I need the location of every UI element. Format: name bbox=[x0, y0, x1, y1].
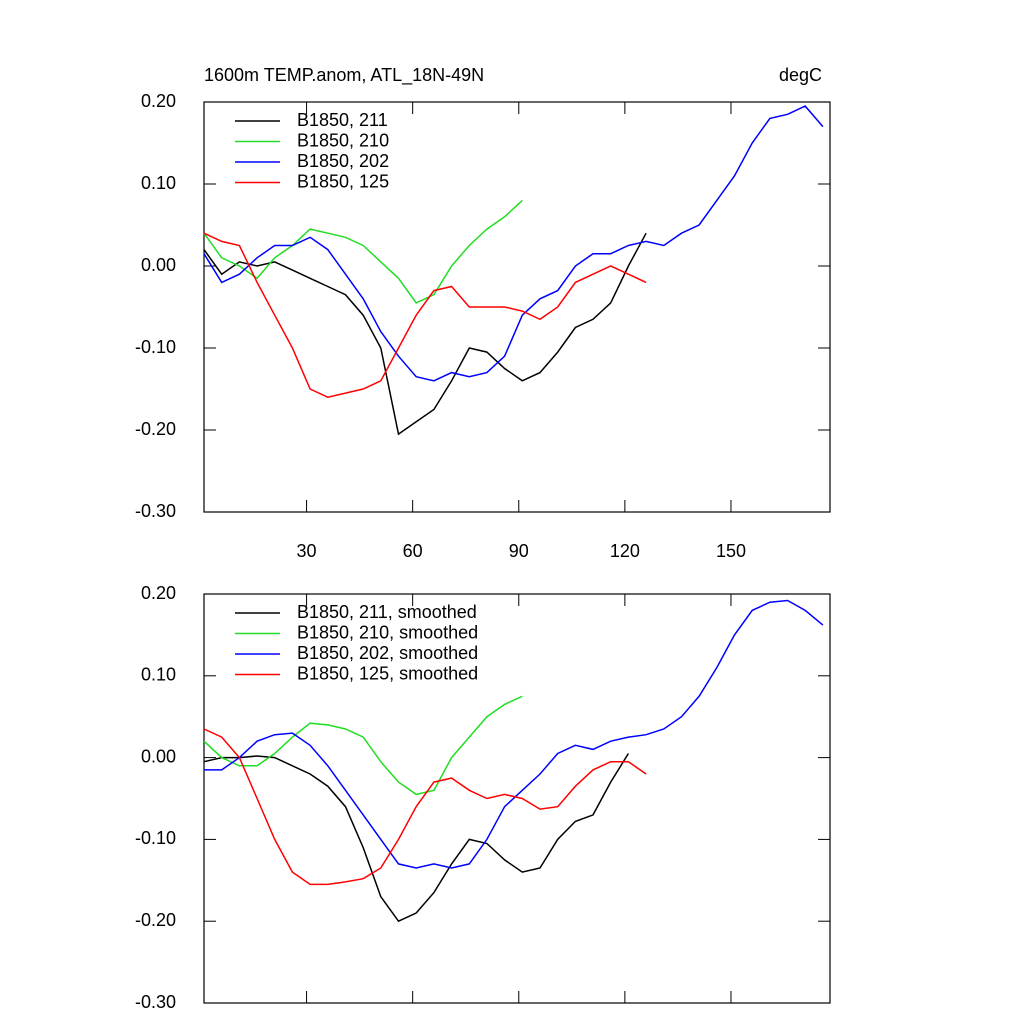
legend-label: B1850, 211, smoothed bbox=[297, 602, 477, 622]
series-line bbox=[203, 232, 647, 436]
y-tick-label: -0.30 bbox=[135, 992, 176, 1012]
series-line bbox=[203, 199, 523, 304]
y-tick-label: 0.20 bbox=[141, 91, 176, 111]
y-tick-label: 0.10 bbox=[141, 173, 176, 193]
legend-label: B1850, 125 bbox=[297, 171, 389, 191]
legend-label: B1850, 210, smoothed bbox=[297, 622, 478, 642]
y-tick-label: -0.30 bbox=[135, 501, 176, 521]
y-tick-label: 0.00 bbox=[141, 746, 176, 766]
legend-label: B1850, 202 bbox=[297, 151, 389, 171]
y-tick-label: -0.20 bbox=[135, 910, 176, 930]
x-tick-label: 30 bbox=[297, 541, 317, 561]
series-line bbox=[203, 695, 523, 796]
y-tick-label: -0.20 bbox=[135, 419, 176, 439]
series-line bbox=[203, 753, 630, 923]
chart-title: 1600m TEMP.anom, ATL_18N-49N bbox=[204, 65, 484, 86]
series-line bbox=[203, 105, 824, 382]
y-tick-label: 0.10 bbox=[141, 665, 176, 685]
legend-label: B1850, 202, smoothed bbox=[297, 643, 478, 663]
plot-frame bbox=[203, 593, 831, 1004]
plot-frame bbox=[203, 101, 831, 513]
y-tick-label: 0.20 bbox=[141, 583, 176, 603]
x-tick-label: 150 bbox=[716, 541, 746, 561]
x-tick-label: 60 bbox=[403, 541, 423, 561]
units-label: degC bbox=[779, 65, 822, 85]
x-tick-label: 90 bbox=[509, 541, 529, 561]
y-tick-label: 0.00 bbox=[141, 255, 176, 275]
series-line bbox=[203, 728, 647, 886]
x-tick-label: 120 bbox=[610, 541, 640, 561]
legend-label: B1850, 125, smoothed bbox=[297, 663, 478, 683]
y-tick-label: -0.10 bbox=[135, 337, 176, 357]
y-tick-label: -0.10 bbox=[135, 828, 176, 848]
legend-label: B1850, 211 bbox=[297, 110, 388, 130]
legend-label: B1850, 210 bbox=[297, 130, 389, 150]
series-line bbox=[204, 599, 824, 869]
series-line bbox=[203, 232, 647, 398]
